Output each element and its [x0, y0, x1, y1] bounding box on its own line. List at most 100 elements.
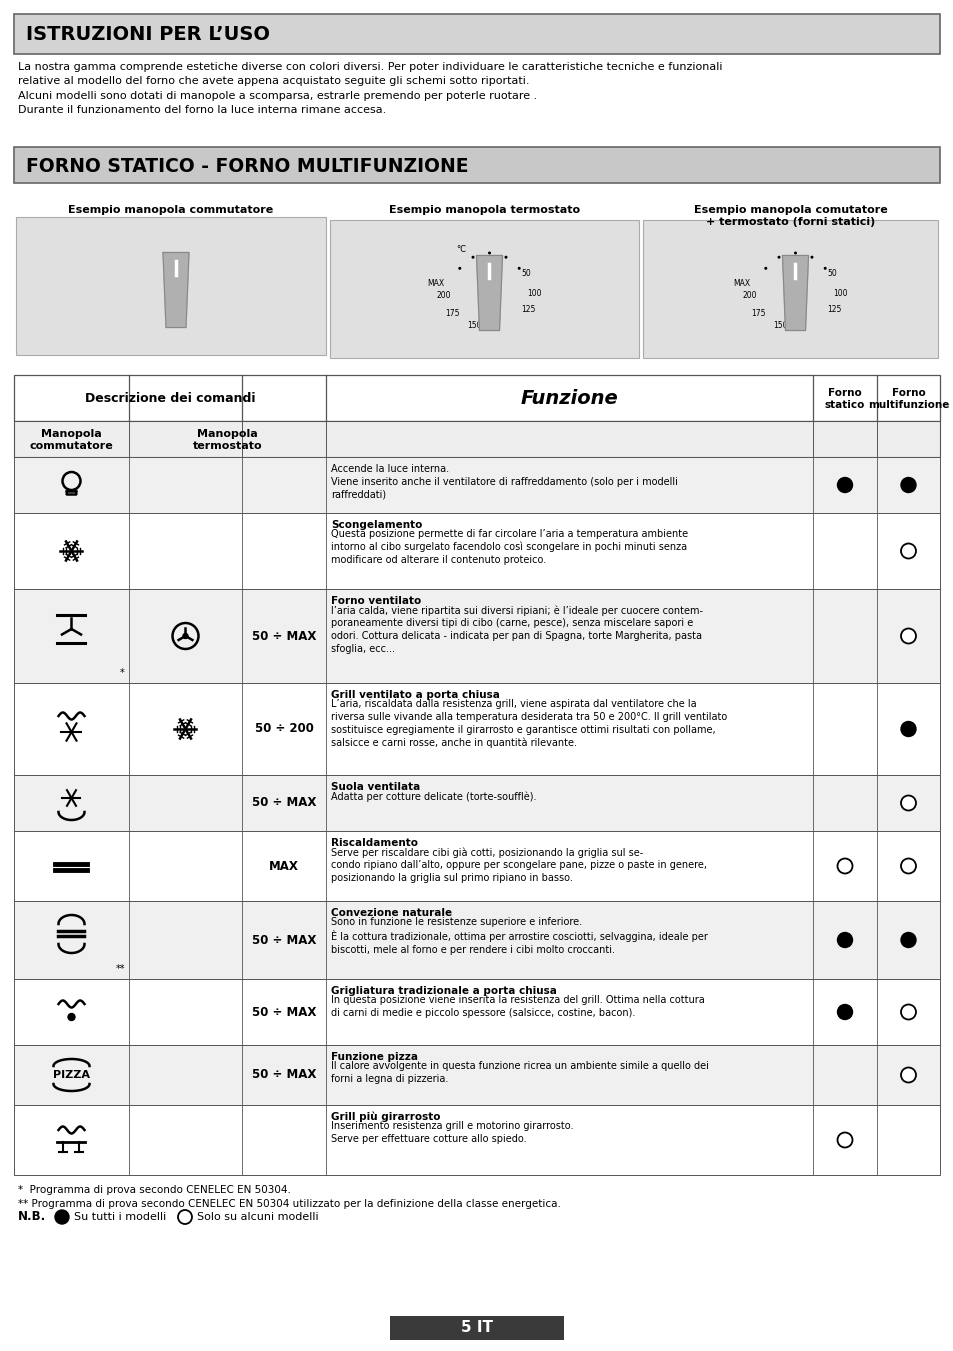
- Text: Manopola
commutatore: Manopola commutatore: [30, 428, 113, 451]
- Text: Esempio manopola commutatore: Esempio manopola commutatore: [69, 205, 274, 215]
- Circle shape: [488, 251, 491, 254]
- Text: Solo su alcuni modelli: Solo su alcuni modelli: [196, 1212, 318, 1223]
- Circle shape: [837, 858, 852, 874]
- Circle shape: [810, 255, 813, 258]
- Bar: [14, 422, 939, 457]
- Text: MAX: MAX: [733, 278, 750, 288]
- Text: 50 ÷ 200: 50 ÷ 200: [254, 723, 314, 735]
- Bar: [14, 1046, 939, 1105]
- Text: FORNO STATICO - FORNO MULTIFUNZIONE: FORNO STATICO - FORNO MULTIFUNZIONE: [26, 157, 468, 176]
- Circle shape: [68, 1013, 75, 1020]
- Circle shape: [837, 1005, 852, 1020]
- Text: Manopola
termostato: Manopola termostato: [193, 428, 262, 451]
- Bar: [16, 218, 326, 355]
- Text: Grill più girarrosto: Grill più girarrosto: [331, 1112, 440, 1123]
- Text: PIZZA: PIZZA: [53, 1070, 90, 1079]
- Text: N.B.: N.B.: [18, 1210, 46, 1224]
- Bar: [14, 376, 939, 422]
- Text: Adatta per cotture delicate (torte-soufflè).: Adatta per cotture delicate (torte-souff…: [331, 790, 536, 801]
- Text: 50: 50: [521, 269, 531, 277]
- Text: 100: 100: [833, 289, 847, 297]
- Circle shape: [837, 1132, 852, 1147]
- Text: Forno ventilato: Forno ventilato: [331, 596, 421, 607]
- Text: Forno
multifunzione: Forno multifunzione: [867, 388, 948, 411]
- Circle shape: [900, 932, 915, 947]
- Text: 175: 175: [444, 308, 459, 317]
- Circle shape: [900, 1067, 915, 1082]
- Circle shape: [471, 255, 474, 258]
- Text: Esempio manopola comutatore
+ termostato (forni statici): Esempio manopola comutatore + termostato…: [693, 205, 886, 227]
- Text: Convezione naturale: Convezione naturale: [331, 908, 452, 917]
- Text: 50: 50: [826, 269, 837, 277]
- Text: L’aria, riscaldata dalla resistenza grill, viene aspirata dal ventilatore che la: L’aria, riscaldata dalla resistenza gril…: [331, 698, 726, 748]
- Text: *: *: [120, 667, 125, 678]
- Text: Scongelamento: Scongelamento: [331, 520, 422, 530]
- Text: 150: 150: [773, 322, 787, 331]
- Text: Inserimento resistenza grill e motorino girarrosto.
Serve per effettuare cotture: Inserimento resistenza grill e motorino …: [331, 1121, 573, 1144]
- Bar: [14, 14, 939, 54]
- Text: Descrizione dei comandi: Descrizione dei comandi: [85, 393, 255, 405]
- Text: 150: 150: [467, 322, 481, 331]
- Text: 50 ÷ MAX: 50 ÷ MAX: [252, 934, 315, 947]
- Text: 50 ÷ MAX: 50 ÷ MAX: [252, 797, 315, 809]
- Text: Forno
statico: Forno statico: [824, 388, 864, 411]
- Text: 175: 175: [750, 308, 764, 317]
- Text: MAX: MAX: [269, 859, 298, 873]
- Bar: [14, 684, 939, 775]
- Polygon shape: [163, 253, 189, 327]
- Text: Grill ventilato a porta chiusa: Grill ventilato a porta chiusa: [331, 690, 499, 700]
- Text: l’aria calda, viene ripartita sui diversi ripiani; è l’ideale per cuocere contem: l’aria calda, viene ripartita sui divers…: [331, 605, 702, 654]
- Polygon shape: [476, 255, 502, 331]
- Text: ISTRUZIONI PER L’USO: ISTRUZIONI PER L’USO: [26, 26, 270, 45]
- Text: Accende la luce interna.
Viene inserito anche il ventilatore di raffreddamento (: Accende la luce interna. Viene inserito …: [331, 463, 678, 500]
- Circle shape: [900, 721, 915, 736]
- Bar: [642, 220, 937, 358]
- Text: Funzione: Funzione: [520, 389, 618, 408]
- Text: Riscaldamento: Riscaldamento: [331, 838, 417, 848]
- Circle shape: [763, 266, 766, 270]
- Circle shape: [517, 266, 520, 270]
- Bar: [14, 831, 939, 901]
- Bar: [390, 1316, 563, 1340]
- Text: °C: °C: [456, 246, 466, 254]
- Text: 5 IT: 5 IT: [460, 1320, 493, 1336]
- Text: **: **: [115, 965, 125, 974]
- Circle shape: [900, 543, 915, 558]
- Text: 50 ÷ MAX: 50 ÷ MAX: [252, 1005, 315, 1019]
- Bar: [14, 1105, 939, 1175]
- Text: Grigliatura tradizionale a porta chiusa: Grigliatura tradizionale a porta chiusa: [331, 986, 557, 996]
- Text: *  Programma di prova secondo CENELEC EN 50304.: * Programma di prova secondo CENELEC EN …: [18, 1185, 291, 1196]
- Text: Il calore avvolgente in questa funzione ricrea un ambiente simile a quello dei
f: Il calore avvolgente in questa funzione …: [331, 1061, 708, 1084]
- Text: 100: 100: [527, 289, 541, 297]
- Bar: [14, 589, 939, 684]
- Bar: [330, 220, 639, 358]
- Circle shape: [837, 477, 852, 493]
- Text: 50 ÷ MAX: 50 ÷ MAX: [252, 1069, 315, 1082]
- Bar: [14, 457, 939, 513]
- Bar: [14, 979, 939, 1046]
- Circle shape: [777, 255, 780, 258]
- Circle shape: [178, 1210, 192, 1224]
- Bar: [14, 901, 939, 979]
- Text: Questa posizione permette di far circolare l’aria a temperatura ambiente
intorno: Questa posizione permette di far circola…: [331, 530, 687, 565]
- Text: Funzione pizza: Funzione pizza: [331, 1052, 417, 1062]
- Circle shape: [900, 796, 915, 811]
- Circle shape: [900, 858, 915, 874]
- Text: ** Programma di prova secondo CENELEC EN 50304 utilizzato per la definizione del: ** Programma di prova secondo CENELEC EN…: [18, 1198, 560, 1209]
- Circle shape: [183, 634, 188, 639]
- Circle shape: [793, 251, 796, 254]
- Circle shape: [55, 1210, 69, 1224]
- Text: 200: 200: [742, 292, 757, 300]
- Text: Serve per riscaldare cibi già cotti, posizionando la griglia sul se-
condo ripia: Serve per riscaldare cibi già cotti, pos…: [331, 847, 706, 884]
- Bar: [14, 513, 939, 589]
- Polygon shape: [781, 255, 807, 331]
- Bar: [14, 775, 939, 831]
- Text: Su tutti i modelli: Su tutti i modelli: [74, 1212, 166, 1223]
- Text: La nostra gamma comprende estetiche diverse con colori diversi. Per poter indivi: La nostra gamma comprende estetiche dive…: [18, 62, 721, 115]
- Bar: [14, 147, 939, 182]
- Circle shape: [504, 255, 507, 258]
- Circle shape: [900, 1005, 915, 1020]
- Text: MAX: MAX: [427, 278, 444, 288]
- Circle shape: [457, 266, 461, 270]
- Circle shape: [900, 628, 915, 643]
